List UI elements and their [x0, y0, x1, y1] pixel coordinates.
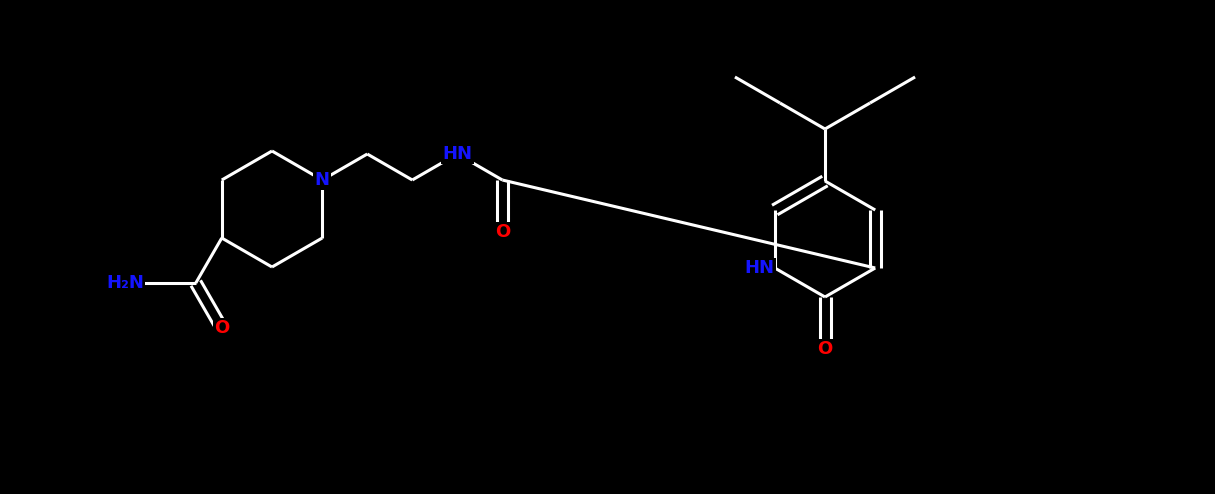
Text: O: O: [818, 340, 832, 358]
Text: HN: HN: [745, 259, 775, 277]
Text: O: O: [214, 319, 230, 337]
Text: N: N: [315, 171, 329, 189]
Text: H₂N: H₂N: [106, 274, 143, 292]
Text: O: O: [495, 223, 510, 241]
Text: HN: HN: [442, 145, 473, 163]
